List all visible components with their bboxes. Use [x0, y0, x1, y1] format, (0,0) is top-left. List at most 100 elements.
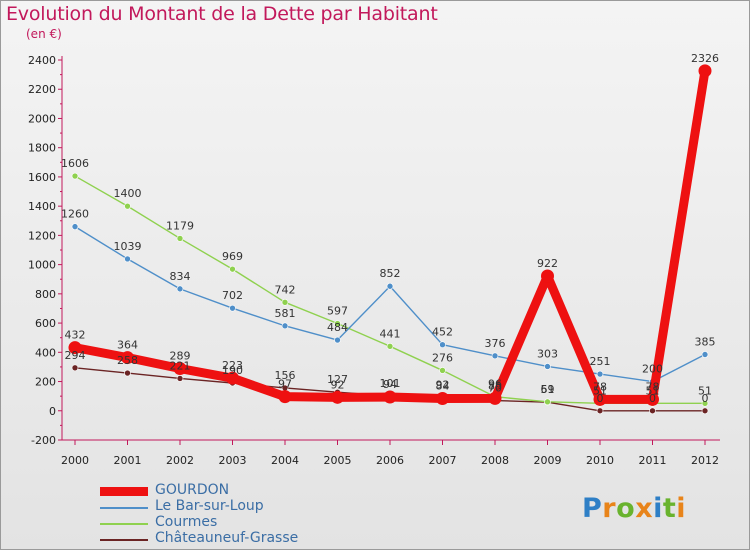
data-label-gourdon: 432	[65, 329, 86, 342]
logo-letter: t	[662, 493, 677, 524]
data-point-le-bar-sur-loup	[386, 282, 394, 290]
legend-swatch	[100, 539, 148, 541]
data-label-gourdon: 364	[117, 339, 138, 352]
data-label-le-bar-sur-loup: 1260	[61, 208, 89, 221]
data-label-chateauneuf-grasse: 0	[702, 392, 709, 405]
y-tick-label: 1600	[28, 171, 56, 184]
data-point-courmes	[229, 265, 236, 273]
data-label-gourdon: 97	[278, 378, 292, 391]
data-label-courmes: 742	[275, 283, 296, 296]
x-tick-label: 2010	[586, 454, 614, 467]
data-label-le-bar-sur-loup: 251	[590, 355, 611, 368]
logo-letter: i	[653, 493, 663, 524]
y-tick-label: 2400	[28, 54, 56, 67]
data-label-chateauneuf-grasse: 59	[541, 383, 555, 396]
data-label-le-bar-sur-loup: 200	[642, 363, 663, 376]
data-label-chateauneuf-grasse: 258	[117, 354, 138, 367]
data-label-courmes: 597	[327, 305, 348, 318]
data-label-gourdon: 289	[170, 350, 191, 363]
data-point-courmes	[71, 172, 79, 180]
y-tick-label: 2000	[28, 112, 56, 125]
data-point-gourdon	[173, 362, 187, 376]
data-point-chateauneuf-grasse	[176, 375, 184, 382]
data-point-le-bar-sur-loup	[596, 370, 604, 378]
data-label-courmes: 96	[488, 378, 502, 391]
y-tick-label: 2200	[28, 83, 56, 96]
y-tick-label: 1400	[28, 200, 56, 213]
data-label-courmes: 1606	[61, 157, 89, 170]
y-tick-label: 1000	[28, 259, 56, 272]
data-point-le-bar-sur-loup	[544, 363, 551, 370]
data-point-chateauneuf-grasse	[71, 364, 79, 372]
data-label-courmes: 1400	[114, 187, 142, 200]
data-label-gourdon: 922	[537, 257, 558, 270]
data-point-courmes	[334, 320, 341, 327]
data-label-gourdon: 92	[331, 378, 345, 391]
data-point-le-bar-sur-loup	[176, 285, 184, 293]
data-label-gourdon: 223	[222, 359, 243, 372]
x-tick-label: 2006	[376, 454, 404, 467]
data-label-courmes: 61	[541, 383, 555, 396]
logo-letter: P	[582, 493, 603, 524]
data-label-chateauneuf-grasse: 0	[649, 392, 656, 405]
data-label-le-bar-sur-loup: 834	[170, 270, 191, 283]
data-point-gourdon	[488, 391, 502, 405]
data-label-chateauneuf-grasse: 190	[222, 364, 243, 377]
data-point-le-bar-sur-loup	[124, 255, 131, 263]
data-label-courmes: 276	[432, 351, 453, 364]
y-tick-label: 800	[35, 288, 56, 301]
data-point-courmes	[386, 343, 394, 350]
data-point-gourdon	[278, 390, 292, 404]
data-label-le-bar-sur-loup: 702	[222, 289, 243, 302]
x-tick-label: 2009	[534, 454, 562, 467]
data-point-le-bar-sur-loup	[491, 352, 499, 360]
data-label-courmes: 51	[646, 384, 660, 397]
x-tick-label: 2005	[324, 454, 352, 467]
data-label-le-bar-sur-loup: 303	[537, 347, 558, 360]
data-point-gourdon	[541, 269, 554, 283]
data-point-le-bar-sur-loup	[71, 223, 79, 230]
data-label-gourdon: 94	[383, 378, 397, 391]
chart-data-labels: 294 258 221 190 156 127 101 92 70 59 0 0 0 1606 1400 11…	[61, 52, 719, 405]
data-label-courmes: 441	[380, 327, 401, 340]
x-tick-label: 2003	[219, 454, 247, 467]
x-tick-label: 2004	[271, 454, 299, 467]
x-tick-label: 2011	[639, 454, 667, 467]
data-point-courmes	[701, 400, 709, 407]
chart-title: Evolution du Montant de la Dette par Hab…	[6, 3, 438, 25]
logo-letter: o	[616, 493, 636, 524]
legend-label: GOURDON	[155, 482, 230, 498]
data-point-le-bar-sur-loup	[281, 322, 289, 330]
data-label-le-bar-sur-loup: 484	[327, 321, 348, 334]
data-point-gourdon	[331, 390, 344, 404]
logo-letter: i	[676, 493, 687, 524]
data-label-le-bar-sur-loup: 376	[485, 337, 506, 350]
data-point-chateauneuf-grasse	[649, 407, 656, 415]
data-point-gourdon	[593, 392, 607, 406]
data-point-le-bar-sur-loup	[439, 341, 446, 349]
data-point-courmes	[176, 235, 184, 242]
legend-label: Courmes	[155, 514, 218, 530]
data-label-le-bar-sur-loup: 1039	[114, 240, 142, 253]
data-label-chateauneuf-grasse: 156	[275, 369, 296, 382]
legend-swatch	[100, 507, 148, 509]
chart-unit-label: (en €)	[26, 27, 62, 41]
legend-swatch	[100, 523, 148, 525]
data-label-gourdon: 84	[436, 379, 450, 392]
data-point-courmes	[124, 202, 131, 210]
data-point-gourdon	[68, 341, 82, 355]
data-point-gourdon	[121, 351, 134, 365]
data-point-chateauneuf-grasse	[701, 407, 709, 415]
data-label-gourdon: 78	[593, 380, 607, 393]
data-point-gourdon	[436, 391, 449, 405]
data-label-chateauneuf-grasse: 127	[327, 373, 348, 386]
data-point-gourdon	[646, 392, 659, 406]
x-tick-label: 2001	[114, 454, 142, 467]
data-label-le-bar-sur-loup: 852	[380, 267, 401, 280]
data-point-chateauneuf-grasse	[124, 369, 131, 377]
data-point-le-bar-sur-loup	[229, 304, 236, 312]
data-label-gourdon: 78	[646, 380, 660, 393]
chart-axes: -200020040060080010001200140016001800200…	[28, 54, 720, 467]
y-tick-label: 600	[35, 317, 56, 330]
